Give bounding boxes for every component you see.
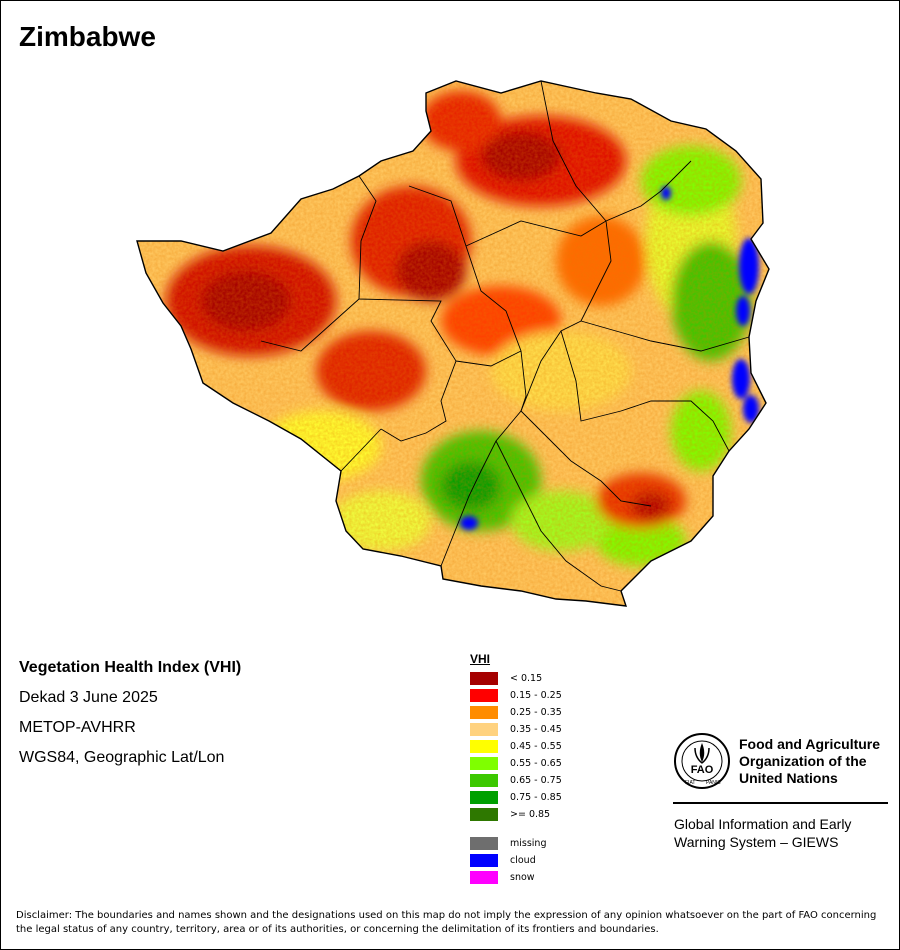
- legend-swatch: [470, 740, 498, 753]
- legend-item: 0.15 - 0.25: [470, 689, 562, 702]
- legend-item: 0.65 - 0.75: [470, 774, 562, 787]
- legend-swatch: [470, 808, 498, 821]
- legend-item: >= 0.85: [470, 808, 550, 821]
- legend-label: 0.25 - 0.35: [510, 707, 562, 718]
- disclaimer: Disclaimer: The boundaries and names sho…: [16, 910, 877, 935]
- legend-swatch: [470, 774, 498, 787]
- legend-swatch: [470, 723, 498, 736]
- cloud-patches: [460, 186, 759, 530]
- legend-item: 0.45 - 0.55: [470, 740, 562, 753]
- system-name: Global Information and Early Warning Sys…: [674, 816, 852, 850]
- fao-logo-icon: FAO FIAT PANIS: [674, 733, 730, 789]
- sensor-label: METOP-AVHRR: [19, 719, 136, 736]
- map-title: Zimbabwe: [19, 21, 156, 52]
- logo-text: FAO: [691, 764, 714, 776]
- legend-label: 0.15 - 0.25: [510, 690, 562, 701]
- period-label: Dekad 3 June 2025: [19, 689, 158, 706]
- legend-label: < 0.15: [510, 673, 543, 684]
- legend-label: 0.55 - 0.65: [510, 758, 562, 769]
- divider: [673, 802, 888, 804]
- legend: VHI < 0.15 0.15 - 0.25 0.25 - 0.35 0.35 …: [470, 652, 590, 892]
- legend-label: snow: [510, 872, 535, 883]
- legend-label: >= 0.85: [510, 809, 551, 820]
- projection-label: WGS84, Geographic Lat/Lon: [19, 749, 225, 766]
- legend-item: 0.55 - 0.65: [470, 757, 562, 770]
- vhi-map: [136, 80, 770, 607]
- legend-item-cloud: cloud: [470, 854, 536, 867]
- legend-swatch: [470, 689, 498, 702]
- legend-swatch: [470, 871, 498, 884]
- legend-swatch: [470, 837, 498, 850]
- legend-item: 0.75 - 0.85: [470, 791, 562, 804]
- logo-motto-right: PANIS: [706, 780, 721, 786]
- legend-label: cloud: [510, 855, 536, 866]
- legend-label: 0.65 - 0.75: [510, 775, 562, 786]
- legend-swatch: [470, 706, 498, 719]
- legend-label: 0.75 - 0.85: [510, 792, 562, 803]
- logo-motto-left: FIAT: [685, 780, 695, 786]
- legend-item-snow: snow: [470, 871, 535, 884]
- legend-label: 0.45 - 0.55: [510, 741, 562, 752]
- organization-name: Food and Agriculture Organization of the…: [739, 736, 881, 786]
- legend-item: < 0.15: [470, 672, 542, 685]
- vhi-raster: [137, 81, 769, 606]
- legend-item-missing: missing: [470, 837, 546, 850]
- legend-item: 0.25 - 0.35: [470, 706, 562, 719]
- legend-label: missing: [510, 838, 547, 849]
- legend-swatch: [470, 791, 498, 804]
- province-boundaries: [260, 80, 750, 592]
- legend-item: 0.35 - 0.45: [470, 723, 562, 736]
- product-title: Vegetation Health Index (VHI): [19, 659, 242, 676]
- legend-swatch: [470, 854, 498, 867]
- legend-swatch: [470, 757, 498, 770]
- legend-title: VHI: [470, 652, 491, 666]
- legend-label: 0.35 - 0.45: [510, 724, 562, 735]
- legend-swatch: [470, 672, 498, 685]
